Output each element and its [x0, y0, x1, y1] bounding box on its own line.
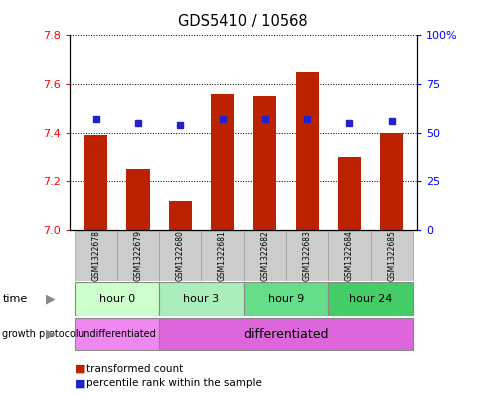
Text: hour 0: hour 0	[99, 294, 135, 304]
Text: GSM1322679: GSM1322679	[133, 230, 142, 281]
Text: hour 3: hour 3	[183, 294, 219, 304]
Bar	[159, 283, 243, 316]
Bar	[337, 157, 360, 230]
Bar	[126, 169, 149, 230]
Bar	[75, 283, 159, 316]
Bar	[328, 231, 370, 281]
Bar	[168, 201, 192, 230]
Text: transformed count: transformed count	[86, 364, 183, 374]
Text: GSM1322685: GSM1322685	[386, 230, 395, 281]
Text: ■: ■	[75, 364, 86, 374]
Bar	[253, 96, 276, 230]
Bar	[286, 231, 328, 281]
Bar	[370, 231, 412, 281]
Text: ▶: ▶	[46, 292, 56, 306]
Bar	[84, 135, 107, 230]
Bar	[201, 231, 243, 281]
Text: GSM1322681: GSM1322681	[218, 230, 227, 281]
Bar	[159, 318, 412, 350]
Bar	[243, 283, 328, 316]
Bar	[117, 231, 159, 281]
Text: GSM1322683: GSM1322683	[302, 230, 311, 281]
Text: differentiated: differentiated	[243, 327, 328, 341]
Bar	[159, 231, 201, 281]
Text: undifferentiated: undifferentiated	[77, 329, 156, 339]
Bar	[243, 231, 286, 281]
Bar	[295, 72, 318, 230]
Text: GSM1322684: GSM1322684	[344, 230, 353, 281]
Bar	[75, 318, 159, 350]
Text: growth protocol: growth protocol	[2, 329, 79, 339]
Text: hour 9: hour 9	[267, 294, 303, 304]
Text: ■: ■	[75, 378, 86, 388]
Bar	[328, 283, 412, 316]
Bar	[75, 231, 117, 281]
Text: time: time	[2, 294, 28, 304]
Bar	[211, 94, 234, 230]
Text: GSM1322680: GSM1322680	[175, 230, 184, 281]
Text: hour 24: hour 24	[348, 294, 392, 304]
Text: percentile rank within the sample: percentile rank within the sample	[86, 378, 262, 388]
Text: GSM1322678: GSM1322678	[91, 230, 100, 281]
Text: ▶: ▶	[46, 327, 56, 341]
Bar	[379, 132, 403, 230]
Text: GSM1322682: GSM1322682	[260, 230, 269, 281]
Text: GDS5410 / 10568: GDS5410 / 10568	[177, 14, 307, 29]
